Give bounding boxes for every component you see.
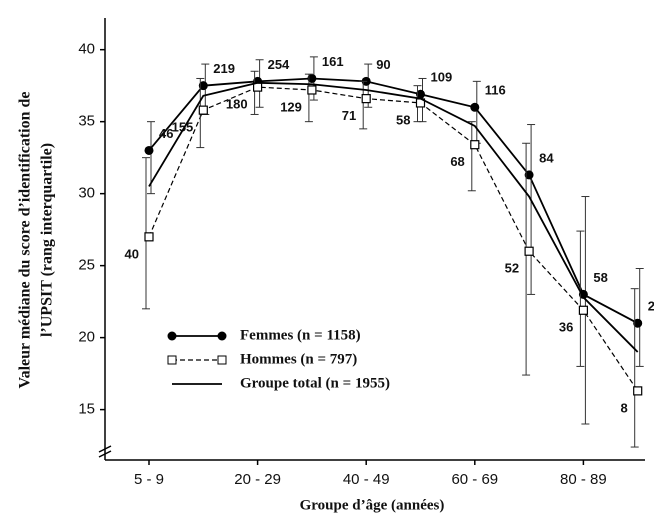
x-tick-label: 20 - 29 (234, 471, 281, 488)
y-tick-label: 25 (78, 257, 95, 274)
y-axis-label: Valeur médiane du score d’identification… (17, 91, 34, 388)
marker (416, 89, 425, 99)
legend-label: Hommes (n = 797) (240, 351, 357, 367)
y-axis-label: l’UPSIT (rang interquartile) (39, 143, 56, 337)
marker (144, 232, 154, 242)
marker (198, 81, 208, 91)
count-label: 219 (213, 61, 235, 76)
count-label: 40 (125, 246, 139, 261)
x-tick-label: 40 - 49 (343, 471, 390, 488)
marker (307, 73, 317, 83)
marker (361, 94, 371, 104)
count-label: 8 (620, 400, 627, 415)
marker (470, 102, 480, 112)
y-tick-label: 35 (78, 113, 95, 130)
legend-marker (217, 355, 227, 365)
count-label: 71 (342, 108, 356, 123)
y-tick-label: 15 (78, 401, 95, 418)
series-line (148, 81, 639, 353)
count-label: 2 (648, 299, 654, 314)
legend-marker (167, 331, 177, 341)
legend-marker (217, 331, 227, 341)
marker (524, 246, 534, 256)
marker (578, 305, 589, 315)
legend-label: Femmes (n = 1158) (240, 327, 361, 343)
marker (633, 318, 643, 328)
count-label: 155 (172, 120, 194, 135)
series-line (148, 77, 639, 325)
x-axis-label: Groupe d’âge (années) (300, 497, 445, 513)
series-line (148, 86, 639, 392)
count-label: 116 (485, 83, 506, 98)
count-label: 161 (322, 54, 344, 69)
count-label: 254 (268, 57, 290, 72)
count-label: 58 (593, 270, 607, 285)
marker (524, 170, 534, 180)
axis-break (98, 445, 112, 453)
x-tick-label: 80 - 89 (560, 471, 607, 488)
count-label: 68 (450, 154, 464, 169)
y-tick-label: 20 (78, 329, 95, 346)
count-label: 52 (505, 261, 519, 276)
count-label: 129 (280, 99, 302, 114)
marker (307, 85, 317, 95)
count-label: 109 (431, 70, 453, 85)
count-label: 180 (226, 97, 248, 112)
count-label: 46 (159, 126, 173, 141)
marker (144, 145, 154, 155)
marker (198, 105, 208, 115)
count-label: 58 (396, 112, 410, 127)
count-label: 36 (559, 320, 573, 335)
x-tick-label: 60 - 69 (451, 471, 498, 488)
count-label: 84 (539, 150, 554, 165)
count-label: 90 (376, 57, 390, 72)
legend-label: Groupe total (n = 1955) (240, 375, 390, 391)
marker (470, 140, 480, 150)
marker (633, 386, 643, 396)
axis-break (98, 450, 112, 458)
legend-marker (167, 355, 177, 365)
y-tick-label: 40 (78, 41, 95, 58)
y-tick-label: 30 (78, 185, 95, 202)
x-tick-label: 5 - 9 (134, 471, 164, 488)
